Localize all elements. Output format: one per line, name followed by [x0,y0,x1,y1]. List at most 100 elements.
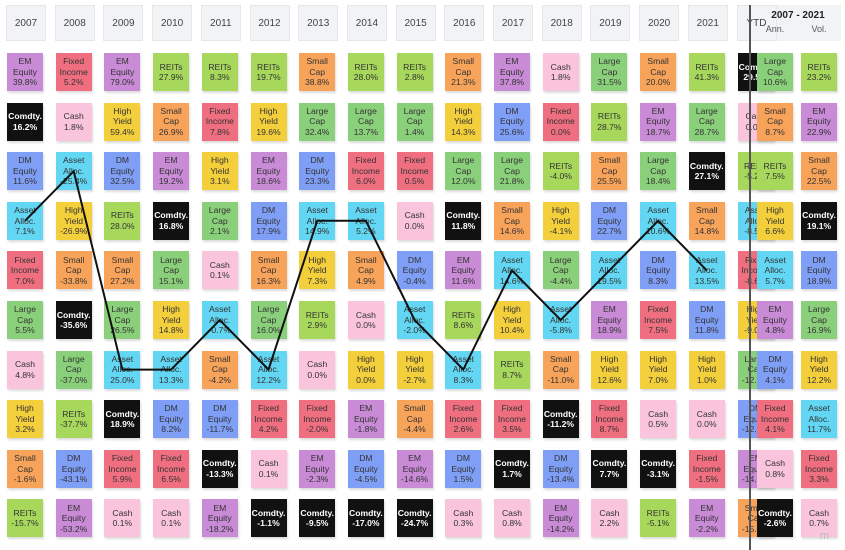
tile-return-value: 6.5% [161,474,181,485]
tile-asset-label: Small [452,56,475,67]
tile-2016-asset-alloc: Asset Alloc. 8.3% [445,350,482,389]
tile-asset-label: Cash [453,507,474,518]
tile-return-value: 23.2% [806,72,832,82]
tile-asset-label: Alloc. [764,265,786,276]
tile-asset-label: Equity [694,314,719,325]
tile-asset-label: Fixed [306,403,328,414]
tile-2014-cash: Cash 0.0% [347,301,384,339]
tile-asset-label: Equity [13,66,37,77]
tile-asset-label: Comdty. [802,210,836,221]
tile-2008-high-yield: High Yield -26.9% [55,201,92,240]
tile-2008-em-equity: EM Equity -53.2% [55,499,92,538]
tile-asset-label: Large [808,304,830,315]
tile-asset-label: EM [408,453,422,464]
tile-return-value: 2.9% [307,320,327,330]
tile-return-value: 0.8% [502,518,522,529]
tile-asset-label: Asset [355,205,377,216]
tile-asset-label: Cap [747,364,764,375]
tile-asset-label: Alloc. [501,265,523,276]
tile-return-value: -17.0% [352,518,380,529]
tile-asset-label: EM [651,105,665,116]
tile-asset-label: Fixed [404,155,426,166]
tile-asset-label: DM [602,205,617,216]
tile-return-value: 0.0% [404,220,425,231]
tile-asset-label: Comdty. [758,507,792,518]
tile-asset-label: Equity [763,364,787,375]
tile-return-value: 0.5% [404,176,425,187]
tile-asset-label: Fixed [452,403,474,414]
tile-2013-cash: Cash 0.0% [299,350,336,389]
tile-2021-reits: REITs 41.3% [688,53,725,91]
tile-asset-label: Yield [405,364,424,375]
tile-2017-large-cap: Large Cap 21.8% [494,152,530,191]
tile-2012-cash: Cash 0.1% [250,449,287,488]
tile-asset-label: High [649,353,667,364]
tile-return-value: 1.4% [404,126,425,137]
tile-2010-dm-equity: DM Equity 8.2% [153,400,190,439]
tile-asset-label: Equity [807,265,831,276]
tile-asset-label: EM [554,502,568,513]
tile-2021-cash: Cash 0.0% [688,400,725,439]
tile-asset-label: Asset [14,205,36,216]
tile-asset-label: Equity [500,66,524,77]
tile-2014-em-equity: EM Equity -1.8% [347,400,384,439]
tile-2017-high-yield: High Yield 10.4% [494,301,530,339]
tile-asset-label: High [308,254,327,265]
tile-asset-label: Yield [551,215,571,226]
tile-2018-reits: REITs -4.0% [542,152,579,191]
tile-asset-label: Cap [504,165,520,176]
tile-return-value: -1.8% [354,424,378,435]
tile-2018-comdty: Comdty. -11.2% [542,400,579,439]
tile-asset-label: Income [10,265,40,276]
tile-asset-label: Alloc. [160,364,182,375]
year-header-ytd: YTD [736,5,777,41]
tile-asset-label: Income [644,314,673,325]
tile-return-value: -26.9% [60,226,88,237]
tile-asset-label: Cash [404,210,425,221]
tile-asset-label: High [16,403,34,414]
tile-asset-label: Cap [601,165,618,176]
tile-2020-high-yield: High Yield 7.0% [640,350,677,389]
tile-2018-large-cap: Large Cap -4.4% [542,251,579,290]
tile-asset-label: Fixed [209,105,231,116]
tile-asset-label: Comdty. [300,507,335,518]
tile-asset-label: Equity [597,215,622,226]
tile-return-value: 7.8% [210,126,230,137]
tile-2011-high-yield: High Yield 3.1% [201,152,238,191]
tile-2007-fixed-income: Fixed Income 7.0% [7,251,43,290]
tile-asset-label: Cash [209,259,230,270]
tile-asset-label: Alloc. [744,215,766,226]
tile-return-value: 14.8% [158,325,184,336]
tile-asset-label: Large [598,56,621,67]
tile-asset-label: Equity [402,463,427,474]
tile-asset-label: Cash [161,507,182,518]
tile-2012-fixed-income: Fixed Income 4.2% [250,400,287,439]
tile-2015-cash: Cash 0.0% [396,201,433,240]
tile-asset-label: Cap [114,314,131,325]
tile-return-value: 7.3% [307,275,327,286]
tile-asset-label: EM [18,56,32,67]
tile-vol-dm-equity: DM Equity 18.9% [801,251,837,290]
tile-return-value: 14.9% [305,226,330,237]
tile-return-value: -4.0% [549,171,572,182]
tile-return-value: -8.6% [744,275,767,286]
tile-ann-cash: Cash 0.8% [757,449,793,488]
year-header-2012: 2012 [249,5,290,41]
tile-asset-label: High [551,205,570,216]
tile-return-value: 0.3% [453,518,474,529]
tile-return-value: 41.3% [694,72,719,82]
tile-asset-label: Large [14,304,36,315]
tile-asset-label: Income [157,463,186,474]
tile-return-value: 3.1% [210,176,230,187]
year-header-2009: 2009 [103,5,144,41]
tile-asset-label: Equity [451,265,476,276]
tile-asset-label: REITs [110,210,134,221]
tile-ann-small-cap: Small Cap 8.7% [757,102,793,141]
tile-return-value: 4.8% [765,325,785,336]
tile-vol-large-cap: Large Cap 16.9% [801,301,837,339]
tile-asset-label: EM [812,105,826,116]
tile-2019-large-cap: Large Cap 31.5% [591,53,628,91]
tile-asset-label: Equity [402,265,427,276]
tile-asset-label: Equity [256,165,281,176]
tile-asset-label: REITs [500,359,524,370]
